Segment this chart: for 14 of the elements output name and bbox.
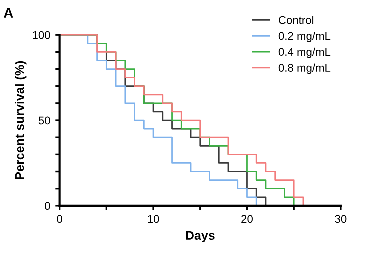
y-tick-label: 0 — [45, 202, 50, 210]
x-tick-label: 20 — [242, 215, 253, 224]
legend-label: 0.8 mg/mL — [278, 64, 331, 74]
x-axis-title: Days — [186, 231, 215, 243]
x-tick-label: 0 — [57, 215, 62, 224]
y-tick-label: 50 — [38, 116, 50, 125]
y-axis-title: Percent survival (%) — [15, 61, 27, 180]
legend-label: Control — [279, 16, 314, 24]
x-tick-label: 10 — [148, 215, 160, 224]
legend-label: 0.2 mg/mL — [278, 32, 331, 42]
x-tick-label: 30 — [335, 215, 347, 224]
y-tick-label: 100 — [33, 31, 50, 40]
legend-label: 0.4 mg/mL — [278, 48, 331, 58]
chart-title: A — [4, 8, 14, 18]
